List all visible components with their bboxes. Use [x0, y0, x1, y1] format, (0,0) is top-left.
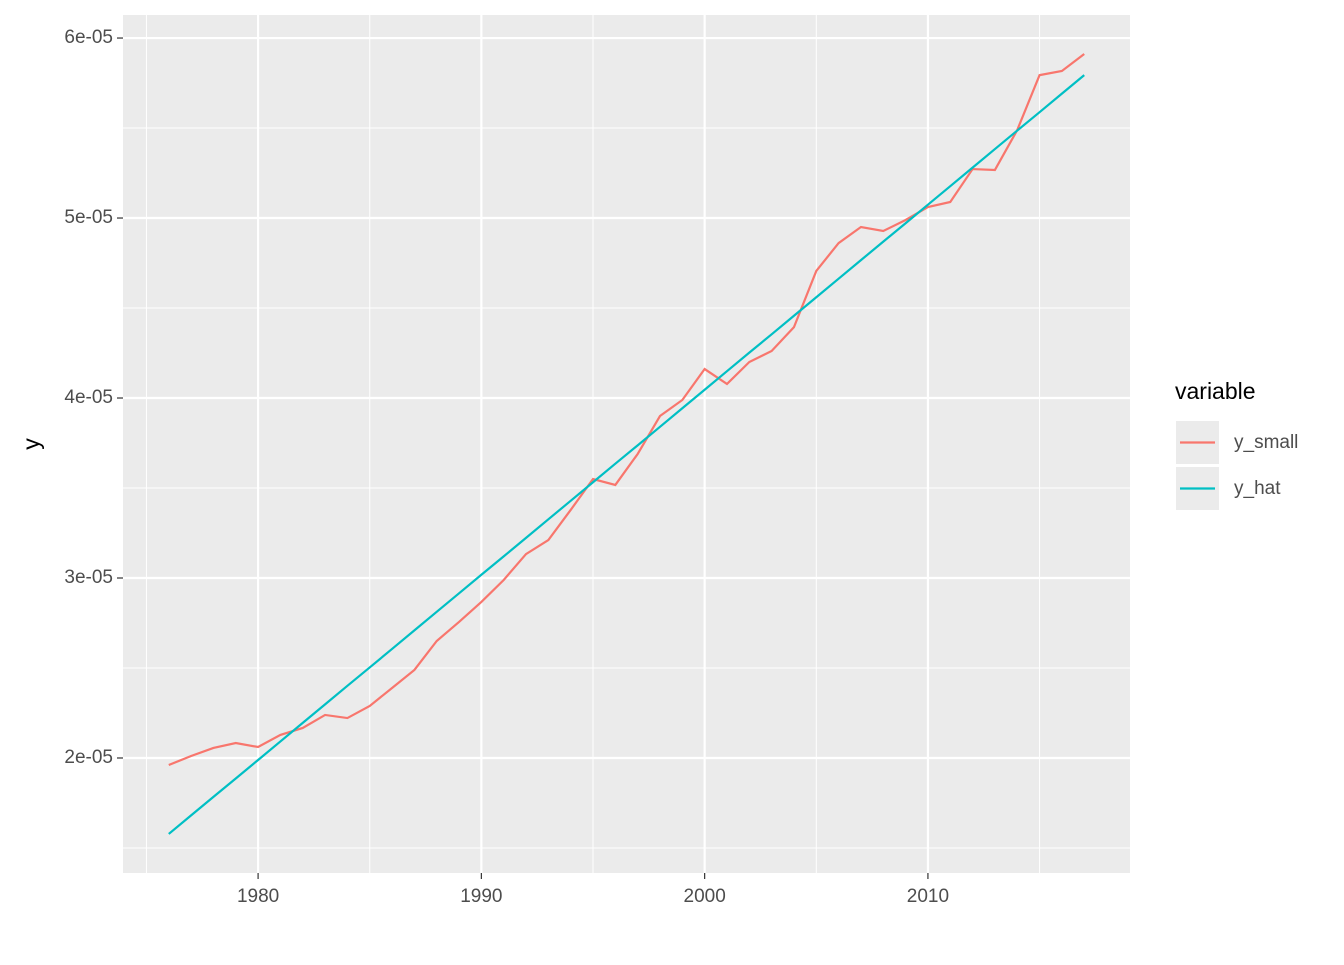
panel — [123, 15, 1130, 873]
x-tick-label: 2000 — [684, 886, 726, 907]
x-tick-label: 2010 — [907, 886, 949, 907]
series-line — [168, 74, 1085, 835]
legend-label: y_hat — [1234, 478, 1281, 499]
y-tick-label: 3e-05 — [64, 567, 113, 588]
y-axis-title: y — [18, 438, 44, 450]
y-tick-label: 2e-05 — [64, 747, 113, 768]
y-tick-label: 5e-05 — [64, 207, 113, 228]
legend-title: variable — [1175, 378, 1256, 404]
series-line — [168, 53, 1085, 767]
y-tick-label: 6e-05 — [64, 27, 113, 48]
y-tick-label: 4e-05 — [64, 387, 113, 408]
legend-label: y_small — [1234, 432, 1298, 453]
x-tick-label: 1990 — [460, 886, 502, 907]
x-tick-label: 1980 — [237, 886, 279, 907]
